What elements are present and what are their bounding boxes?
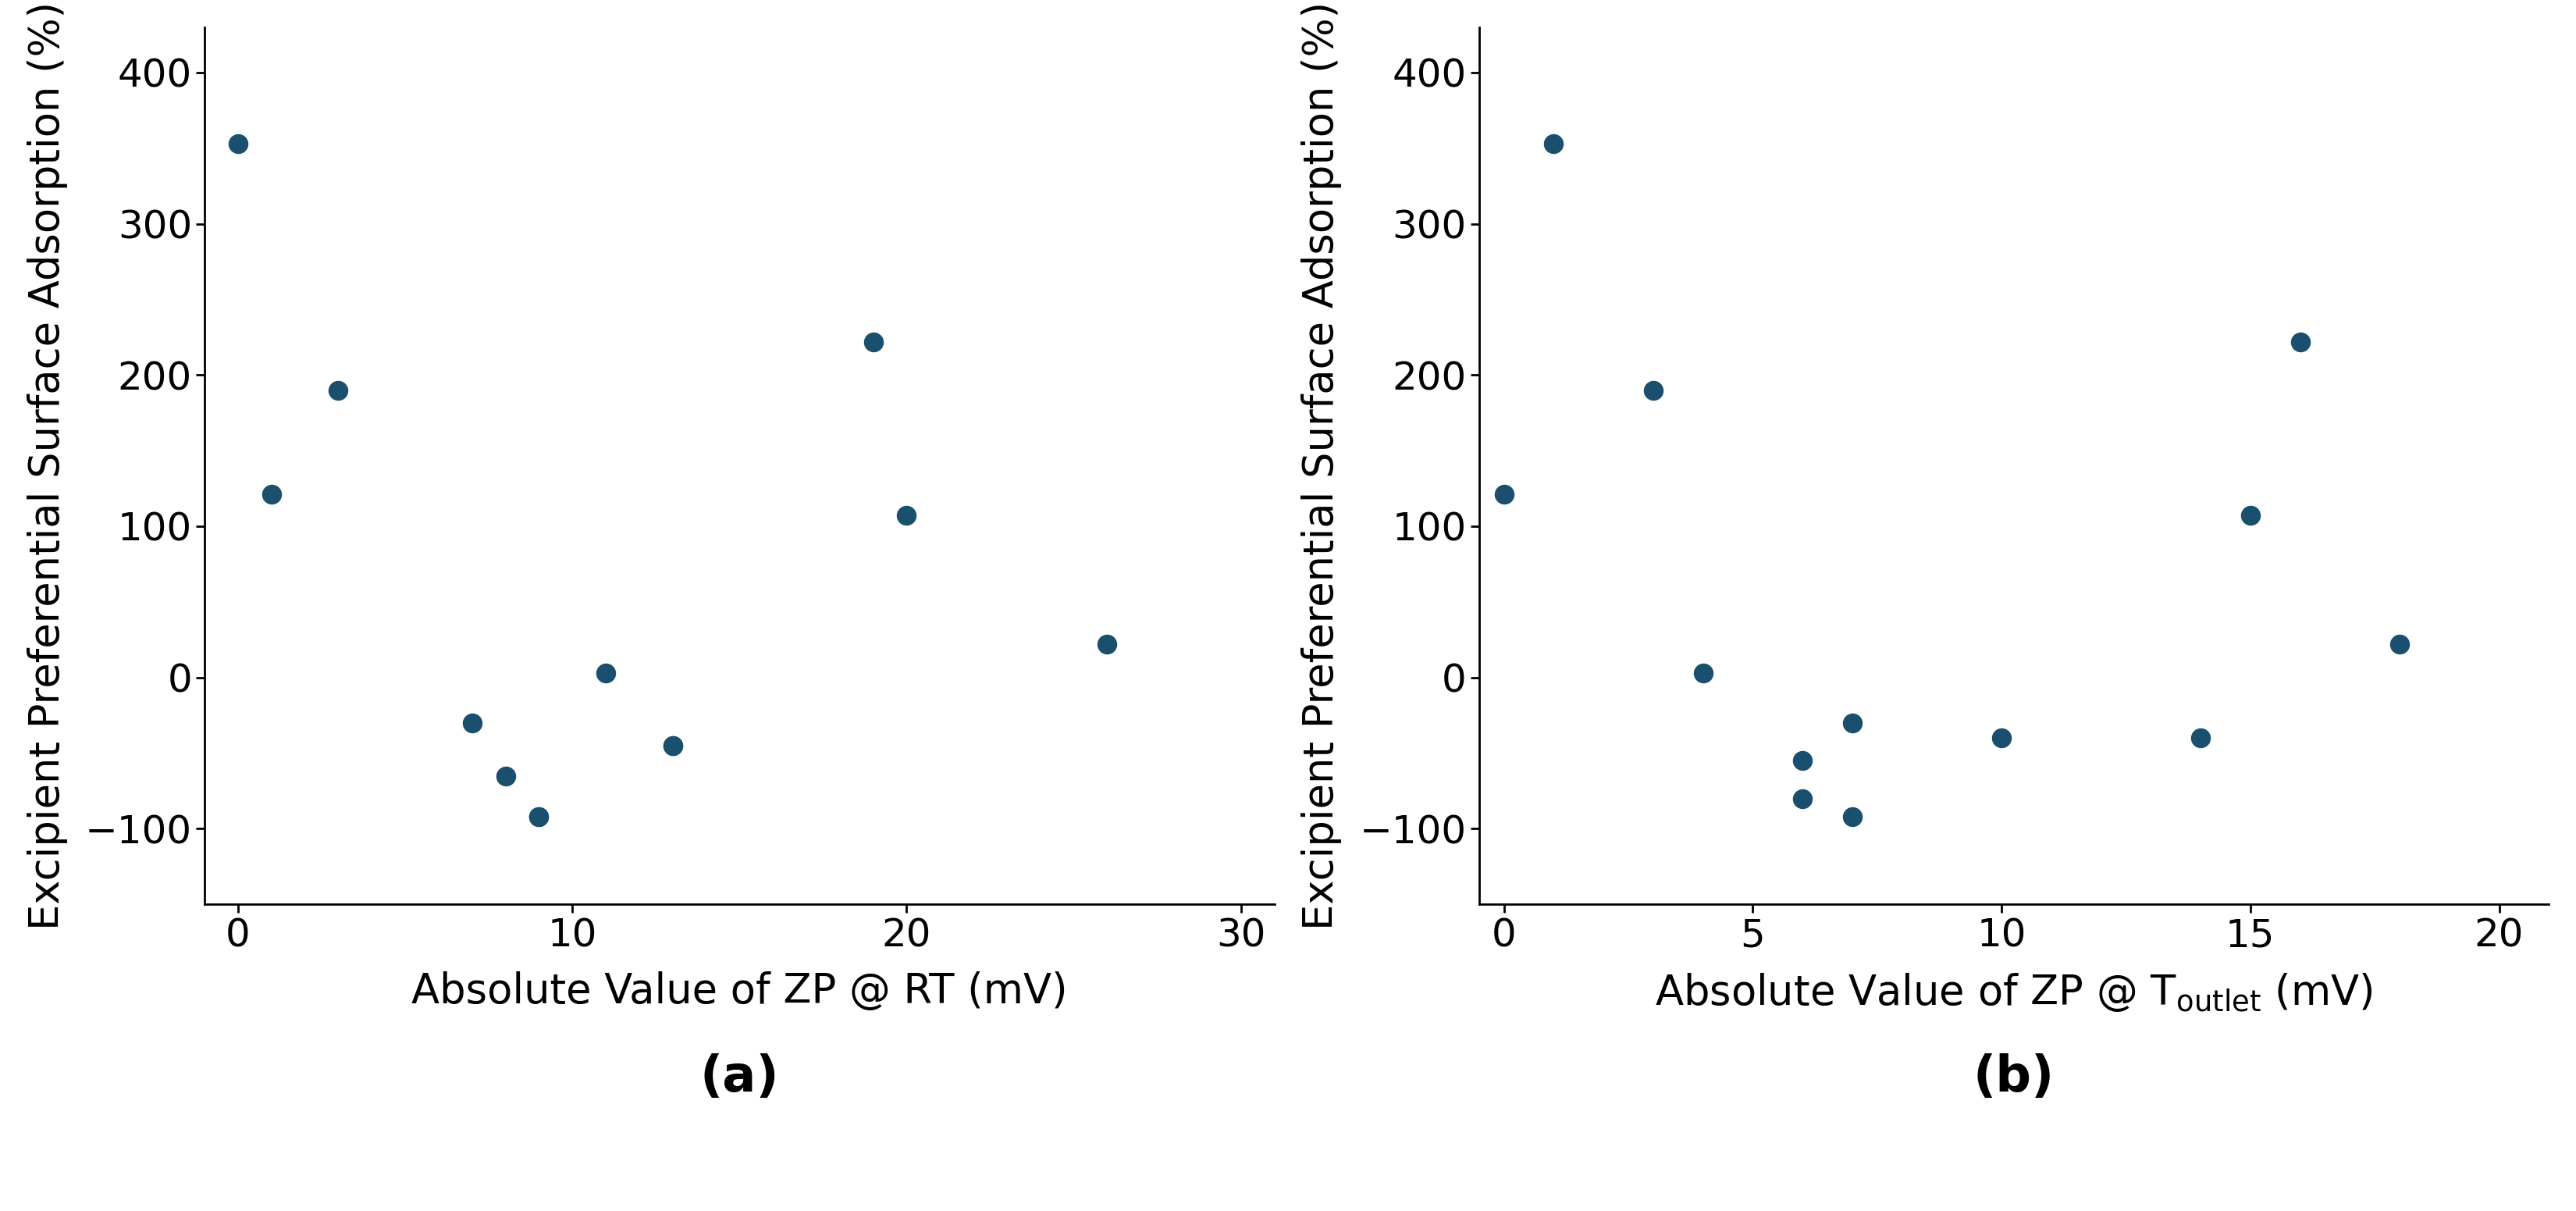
Text: (b): (b): [1973, 1054, 2056, 1102]
Point: [518, 807, 559, 826]
Point: [2380, 635, 2421, 654]
Y-axis label: Excipient Preferential Surface Adsorption (%): Excipient Preferential Surface Adsorptio…: [28, 1, 67, 930]
Point: [1783, 788, 1824, 808]
Text: (a): (a): [701, 1054, 778, 1102]
Point: [1633, 380, 1674, 400]
Point: [1533, 134, 1574, 154]
Point: [1783, 751, 1824, 770]
Point: [317, 380, 358, 400]
Point: [1832, 807, 1873, 826]
Point: [518, 807, 559, 826]
Point: [2280, 332, 2321, 351]
Point: [853, 332, 894, 351]
Point: [484, 767, 526, 786]
Point: [216, 134, 258, 154]
Point: [652, 736, 693, 756]
Point: [451, 713, 492, 733]
Point: [1087, 635, 1128, 654]
Point: [1981, 728, 2022, 747]
X-axis label: Absolute Value of ZP @ RT (mV): Absolute Value of ZP @ RT (mV): [412, 971, 1066, 1012]
Point: [250, 484, 291, 504]
Point: [1484, 484, 1525, 504]
Point: [886, 506, 927, 526]
Point: [585, 664, 626, 683]
Y-axis label: Excipient Preferential Surface Adsorption (%): Excipient Preferential Surface Adsorptio…: [1301, 1, 1342, 930]
Point: [2231, 506, 2272, 526]
Point: [1832, 713, 1873, 733]
X-axis label: Absolute Value of ZP @ $\mathrm{T_{outlet}}$ (mV): Absolute Value of ZP @ $\mathrm{T_{outle…: [1654, 971, 2372, 1014]
Point: [2179, 728, 2221, 747]
Point: [652, 736, 693, 756]
Point: [1682, 664, 1723, 683]
